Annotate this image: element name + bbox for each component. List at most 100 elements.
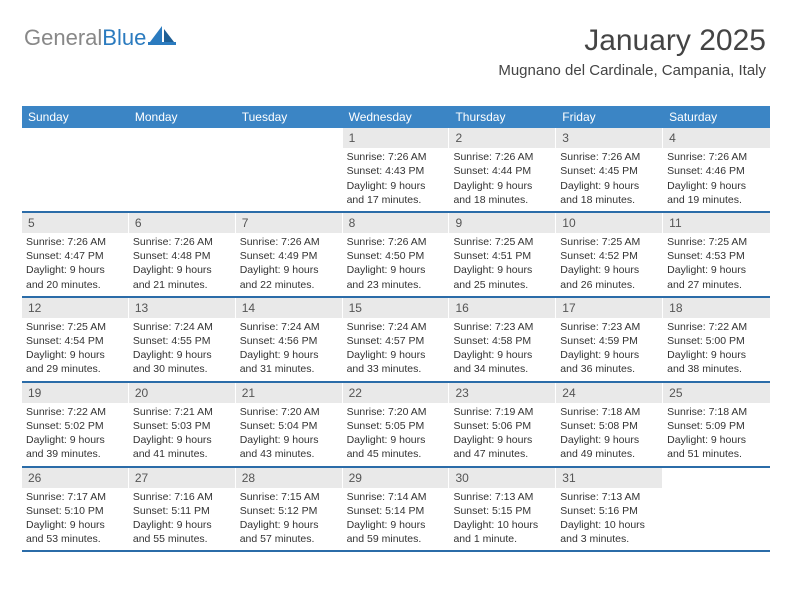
daylight-text: Daylight: 9 hours and 39 minutes. — [26, 433, 125, 461]
sunrise-text: Sunrise: 7:17 AM — [26, 490, 125, 504]
day-number: 22 — [343, 383, 450, 403]
calendar-day: 9Sunrise: 7:25 AMSunset: 4:51 PMDaylight… — [449, 213, 556, 296]
sunset-text: Sunset: 4:59 PM — [560, 334, 659, 348]
calendar-day: 5Sunrise: 7:26 AMSunset: 4:47 PMDaylight… — [22, 213, 129, 296]
calendar-day: 30Sunrise: 7:13 AMSunset: 5:15 PMDayligh… — [449, 468, 556, 551]
sunset-text: Sunset: 4:50 PM — [347, 249, 446, 263]
day-body: Sunrise: 7:14 AMSunset: 5:14 PMDaylight:… — [343, 488, 450, 551]
sunrise-text: Sunrise: 7:13 AM — [453, 490, 552, 504]
sunset-text: Sunset: 4:47 PM — [26, 249, 125, 263]
calendar-day — [236, 128, 343, 211]
daylight-text: Daylight: 9 hours and 57 minutes. — [240, 518, 339, 546]
sunrise-text: Sunrise: 7:15 AM — [240, 490, 339, 504]
day-body: Sunrise: 7:15 AMSunset: 5:12 PMDaylight:… — [236, 488, 343, 551]
sunset-text: Sunset: 4:49 PM — [240, 249, 339, 263]
daylight-text: Daylight: 9 hours and 26 minutes. — [560, 263, 659, 291]
sunrise-text: Sunrise: 7:26 AM — [133, 235, 232, 249]
day-body: Sunrise: 7:23 AMSunset: 4:58 PMDaylight:… — [449, 318, 556, 381]
day-number: 12 — [22, 298, 129, 318]
calendar-day: 2Sunrise: 7:26 AMSunset: 4:44 PMDaylight… — [449, 128, 556, 211]
daylight-text: Daylight: 9 hours and 29 minutes. — [26, 348, 125, 376]
day-body: Sunrise: 7:26 AMSunset: 4:43 PMDaylight:… — [343, 148, 450, 211]
day-body: Sunrise: 7:16 AMSunset: 5:11 PMDaylight:… — [129, 488, 236, 551]
sunset-text: Sunset: 4:44 PM — [453, 164, 552, 178]
calendar-day: 13Sunrise: 7:24 AMSunset: 4:55 PMDayligh… — [129, 298, 236, 381]
calendar-day — [22, 128, 129, 211]
day-body: Sunrise: 7:25 AMSunset: 4:51 PMDaylight:… — [449, 233, 556, 296]
day-number: 23 — [449, 383, 556, 403]
day-body: Sunrise: 7:26 AMSunset: 4:50 PMDaylight:… — [343, 233, 450, 296]
day-body: Sunrise: 7:21 AMSunset: 5:03 PMDaylight:… — [129, 403, 236, 466]
day-number: 4 — [663, 128, 770, 148]
calendar-day: 12Sunrise: 7:25 AMSunset: 4:54 PMDayligh… — [22, 298, 129, 381]
sunrise-text: Sunrise: 7:16 AM — [133, 490, 232, 504]
day-number: 26 — [22, 468, 129, 488]
calendar-day: 27Sunrise: 7:16 AMSunset: 5:11 PMDayligh… — [129, 468, 236, 551]
day-number: 5 — [22, 213, 129, 233]
sunset-text: Sunset: 4:52 PM — [560, 249, 659, 263]
day-number: 2 — [449, 128, 556, 148]
day-number: 1 — [343, 128, 450, 148]
day-number: 24 — [556, 383, 663, 403]
sunrise-text: Sunrise: 7:24 AM — [347, 320, 446, 334]
day-body: Sunrise: 7:25 AMSunset: 4:54 PMDaylight:… — [22, 318, 129, 381]
day-number: 19 — [22, 383, 129, 403]
day-number: 8 — [343, 213, 450, 233]
day-number: 17 — [556, 298, 663, 318]
sunrise-text: Sunrise: 7:25 AM — [667, 235, 766, 249]
sunset-text: Sunset: 5:16 PM — [560, 504, 659, 518]
day-number: 29 — [343, 468, 450, 488]
day-number — [236, 128, 343, 132]
sunset-text: Sunset: 5:04 PM — [240, 419, 339, 433]
dow-header-cell: Wednesday — [343, 106, 450, 128]
day-body: Sunrise: 7:17 AMSunset: 5:10 PMDaylight:… — [22, 488, 129, 551]
day-body: Sunrise: 7:26 AMSunset: 4:46 PMDaylight:… — [663, 148, 770, 211]
day-number: 18 — [663, 298, 770, 318]
page-subtitle: Mugnano del Cardinale, Campania, Italy — [498, 62, 766, 79]
sunset-text: Sunset: 5:02 PM — [26, 419, 125, 433]
sunrise-text: Sunrise: 7:26 AM — [453, 150, 552, 164]
calendar-day: 10Sunrise: 7:25 AMSunset: 4:52 PMDayligh… — [556, 213, 663, 296]
sunrise-text: Sunrise: 7:26 AM — [26, 235, 125, 249]
day-number: 21 — [236, 383, 343, 403]
calendar-day: 15Sunrise: 7:24 AMSunset: 4:57 PMDayligh… — [343, 298, 450, 381]
brand-part2: Blue — [102, 25, 146, 51]
calendar-day: 8Sunrise: 7:26 AMSunset: 4:50 PMDaylight… — [343, 213, 450, 296]
day-number: 27 — [129, 468, 236, 488]
sunset-text: Sunset: 4:56 PM — [240, 334, 339, 348]
brand-sail-icon — [148, 24, 176, 52]
dow-header-cell: Friday — [556, 106, 663, 128]
calendar-day: 23Sunrise: 7:19 AMSunset: 5:06 PMDayligh… — [449, 383, 556, 466]
sunset-text: Sunset: 4:55 PM — [133, 334, 232, 348]
sunrise-text: Sunrise: 7:23 AM — [453, 320, 552, 334]
day-body: Sunrise: 7:23 AMSunset: 4:59 PMDaylight:… — [556, 318, 663, 381]
calendar-day: 20Sunrise: 7:21 AMSunset: 5:03 PMDayligh… — [129, 383, 236, 466]
day-body: Sunrise: 7:20 AMSunset: 5:05 PMDaylight:… — [343, 403, 450, 466]
day-body: Sunrise: 7:26 AMSunset: 4:45 PMDaylight:… — [556, 148, 663, 211]
day-body: Sunrise: 7:22 AMSunset: 5:02 PMDaylight:… — [22, 403, 129, 466]
calendar-day: 17Sunrise: 7:23 AMSunset: 4:59 PMDayligh… — [556, 298, 663, 381]
daylight-text: Daylight: 9 hours and 41 minutes. — [133, 433, 232, 461]
day-number: 20 — [129, 383, 236, 403]
sunset-text: Sunset: 4:48 PM — [133, 249, 232, 263]
sunset-text: Sunset: 4:43 PM — [347, 164, 446, 178]
sunset-text: Sunset: 5:11 PM — [133, 504, 232, 518]
calendar-day: 21Sunrise: 7:20 AMSunset: 5:04 PMDayligh… — [236, 383, 343, 466]
calendar-day: 4Sunrise: 7:26 AMSunset: 4:46 PMDaylight… — [663, 128, 770, 211]
sunset-text: Sunset: 4:54 PM — [26, 334, 125, 348]
sunrise-text: Sunrise: 7:26 AM — [560, 150, 659, 164]
day-body: Sunrise: 7:26 AMSunset: 4:49 PMDaylight:… — [236, 233, 343, 296]
day-body: Sunrise: 7:24 AMSunset: 4:55 PMDaylight:… — [129, 318, 236, 381]
daylight-text: Daylight: 9 hours and 38 minutes. — [667, 348, 766, 376]
daylight-text: Daylight: 9 hours and 21 minutes. — [133, 263, 232, 291]
calendar-week: 1Sunrise: 7:26 AMSunset: 4:43 PMDaylight… — [22, 128, 770, 213]
day-body: Sunrise: 7:26 AMSunset: 4:47 PMDaylight:… — [22, 233, 129, 296]
day-body: Sunrise: 7:24 AMSunset: 4:57 PMDaylight:… — [343, 318, 450, 381]
calendar-weeks: 1Sunrise: 7:26 AMSunset: 4:43 PMDaylight… — [22, 128, 770, 552]
sunrise-text: Sunrise: 7:26 AM — [240, 235, 339, 249]
day-number: 11 — [663, 213, 770, 233]
day-number — [129, 128, 236, 132]
dow-header-row: SundayMondayTuesdayWednesdayThursdayFrid… — [22, 106, 770, 128]
sunrise-text: Sunrise: 7:24 AM — [240, 320, 339, 334]
sunrise-text: Sunrise: 7:14 AM — [347, 490, 446, 504]
